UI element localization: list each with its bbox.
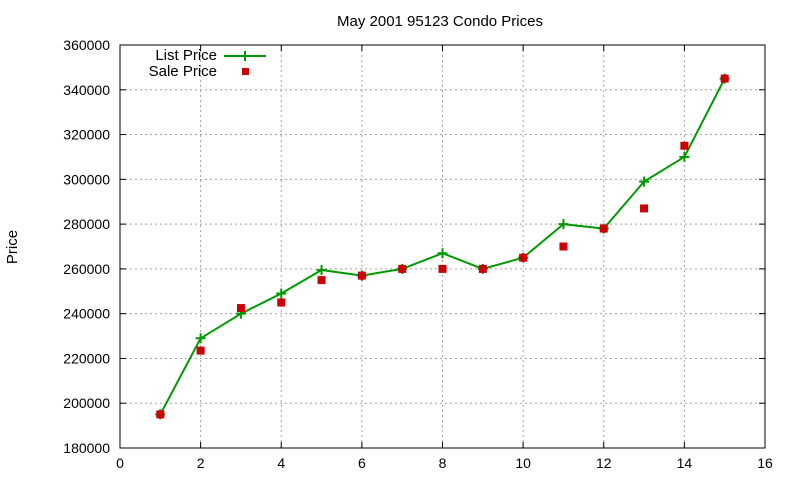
point-sale-price — [599, 224, 608, 233]
point-sale-price — [317, 276, 326, 285]
y-tick-label: 180000 — [63, 440, 110, 456]
y-tick-label: 240000 — [63, 306, 110, 322]
point-list-price — [558, 219, 569, 230]
x-tick-label: 8 — [439, 455, 447, 471]
point-sale-price — [478, 264, 487, 273]
y-tick-label: 320000 — [63, 127, 110, 143]
x-tick-label: 12 — [596, 455, 612, 471]
x-tick-label: 6 — [358, 455, 366, 471]
point-sale-price — [398, 264, 407, 273]
axis-ticks: 0 2 4 6 8 10 12 14 16 180000 200000 220000 240000 260… — [63, 37, 773, 471]
grid — [120, 45, 765, 448]
x-tick-label: 4 — [277, 455, 285, 471]
legend-label-sale-price: Sale Price — [149, 63, 217, 80]
y-tick-label: 200000 — [63, 395, 110, 411]
x-tick-label: 16 — [757, 455, 773, 471]
point-sale-price — [357, 271, 366, 280]
y-tick-label: 260000 — [63, 261, 110, 277]
x-tick-label: 14 — [677, 455, 693, 471]
point-sale-price — [156, 410, 165, 419]
x-tick-label: 0 — [116, 455, 124, 471]
point-sale-price — [236, 304, 245, 313]
point-sale-price — [680, 141, 689, 150]
x-tick-label: 2 — [197, 455, 205, 471]
y-tick-label: 360000 — [63, 37, 110, 53]
point-sale-price — [640, 204, 649, 213]
point-list-price — [195, 333, 206, 344]
y-axis-title: Price — [4, 230, 21, 264]
point-sale-price — [720, 74, 729, 83]
point-list-price — [316, 265, 327, 276]
point-list-price — [679, 151, 690, 162]
series — [155, 73, 730, 420]
y-tick-label: 340000 — [63, 82, 110, 98]
chart-title: May 2001 95123 Condo Prices — [337, 13, 543, 30]
point-sale-price — [277, 298, 286, 307]
y-tick-label: 220000 — [63, 350, 110, 366]
legend-marker-list-price — [240, 51, 250, 61]
point-list-price — [276, 288, 287, 299]
y-tick-label: 300000 — [63, 171, 110, 187]
legend-entry-list-price: List Price — [155, 47, 266, 64]
point-list-price — [437, 248, 448, 259]
legend: List Price Sale Price — [149, 47, 266, 80]
legend-label-list-price: List Price — [155, 47, 217, 64]
y-tick-label: 280000 — [63, 216, 110, 232]
point-list-price — [639, 176, 650, 187]
legend-marker-sale-price — [242, 68, 249, 75]
point-sale-price — [438, 264, 447, 273]
point-sale-price — [559, 242, 568, 251]
point-sale-price — [519, 253, 528, 262]
point-sale-price — [196, 346, 205, 355]
legend-entry-sale-price: Sale Price — [149, 63, 249, 80]
x-tick-label: 10 — [515, 455, 531, 471]
